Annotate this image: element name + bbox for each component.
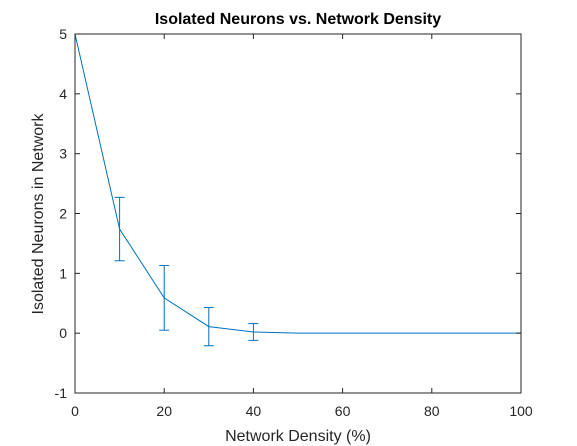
y-tick-label: 4 (59, 86, 67, 102)
x-axis-title: Network Density (%) (225, 428, 371, 445)
y-tick-label: 1 (59, 265, 67, 281)
y-tick-label: 3 (59, 146, 67, 162)
ticks-layer (74, 33, 522, 394)
chart-title: Isolated Neurons vs. Network Density (155, 11, 441, 28)
x-tick-label: 100 (509, 403, 533, 419)
error-bar (248, 323, 259, 341)
y-tick-label: 0 (59, 325, 67, 341)
series-line (74, 33, 521, 334)
error-bar (203, 306, 214, 347)
x-tick-label: 80 (424, 403, 440, 419)
error-bar (114, 196, 125, 262)
series-layer (74, 33, 521, 347)
x-tick-label: 20 (156, 403, 172, 419)
x-tick-label: 0 (71, 403, 79, 419)
error-bar (159, 265, 170, 331)
y-axis-title: Isolated Neurons in Network (30, 113, 47, 315)
y-tick-label: 2 (59, 206, 67, 222)
y-tick-label: 5 (59, 26, 67, 42)
plot-area (75, 34, 521, 393)
y-tick-label: -1 (55, 385, 68, 401)
x-tick-label: 40 (246, 403, 262, 419)
x-tick-label: 60 (335, 403, 351, 419)
